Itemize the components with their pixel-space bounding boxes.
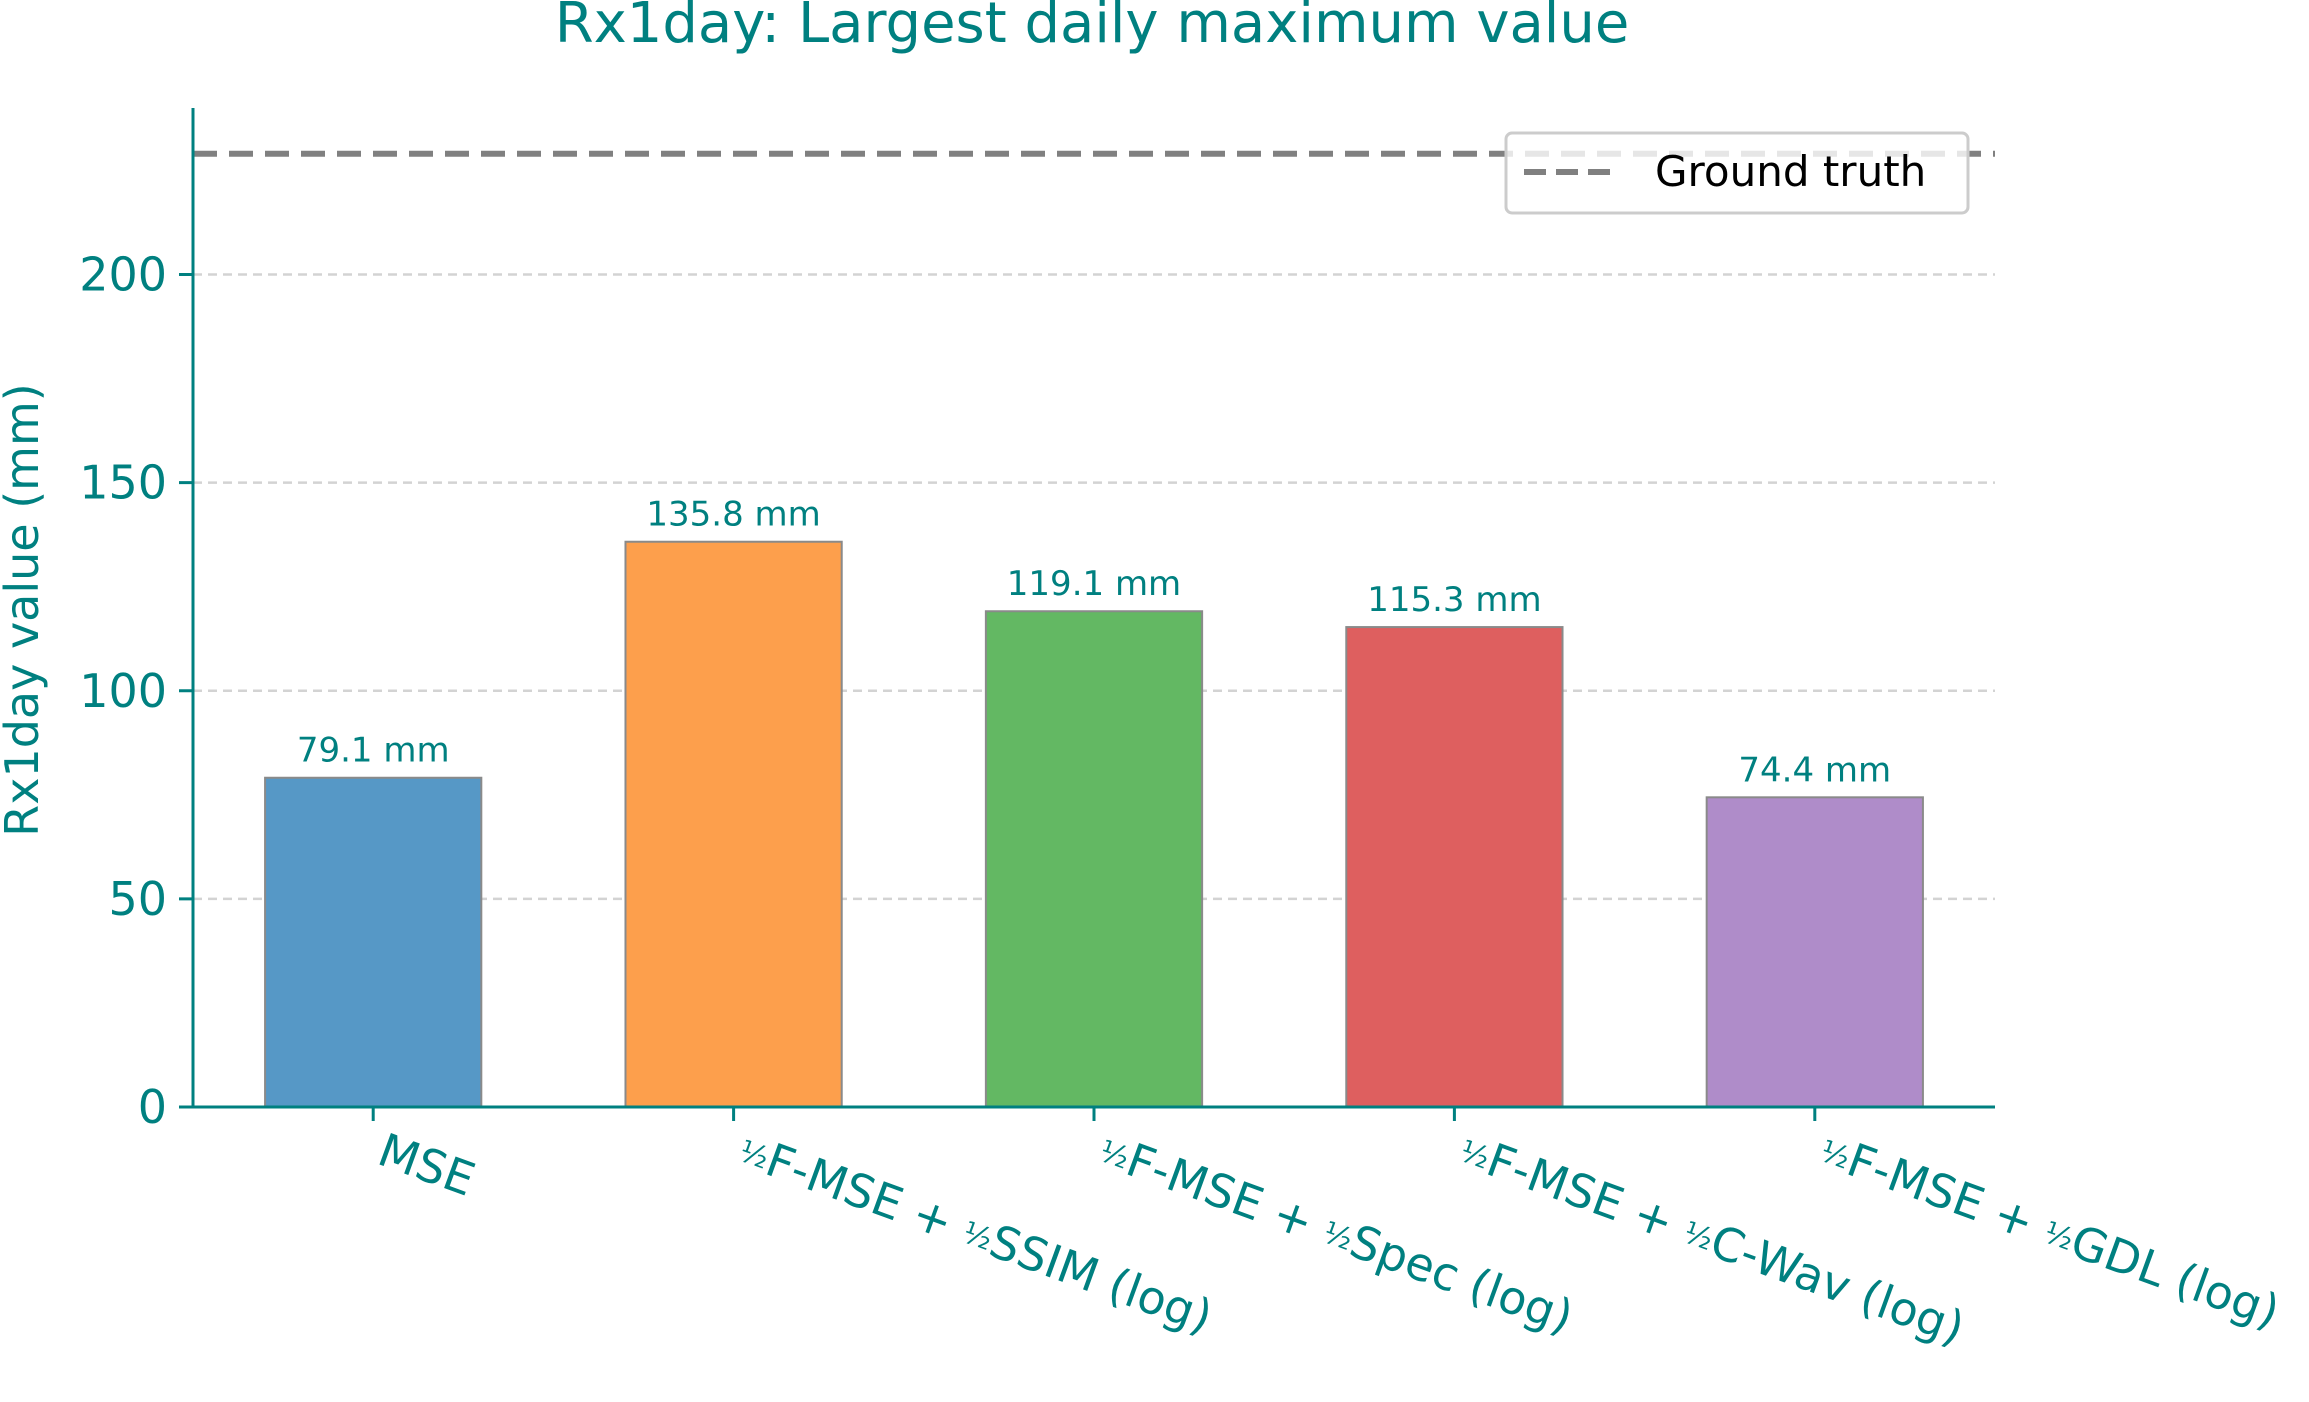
y-axis-label: Rx1day value (mm): [0, 383, 49, 836]
y-tick-label: 100: [79, 664, 167, 718]
bar-4: [1345, 626, 1564, 1108]
legend-box: [1504, 131, 1970, 215]
bars-group: [264, 540, 1924, 1109]
bar-5: [1705, 796, 1924, 1108]
bar-3: [984, 610, 1204, 1109]
bar-value-label-2: 135.8 mm: [646, 495, 820, 535]
svg-text:MSE: MSE: [371, 1123, 482, 1207]
y-tick-label: 50: [108, 872, 167, 926]
axes-group: [179, 108, 1995, 1121]
legend: Ground truth: [1504, 131, 1970, 215]
value-labels-group: 79.1 mm 135.8 mm 119.1 mm 115.3 mm 74.4 mm: [297, 495, 1891, 791]
y-tick-label: 200: [79, 248, 167, 302]
bar-value-label-4: 115.3 mm: [1367, 580, 1541, 620]
x-tick-label-1: MSE: [371, 1123, 482, 1207]
y-tick-labels-group: 0 50 100 150 200: [79, 248, 167, 1135]
x-tick-labels-group: MSE ½F-MSE + ½SSIM (log)½F-MSE + ½Spec (l…: [371, 1123, 2286, 1356]
y-tick-label: 150: [79, 456, 167, 510]
chart-title: Rx1day: Largest daily maximum value: [555, 0, 1630, 56]
bar-value-label-5: 74.4 mm: [1738, 750, 1891, 790]
y-tick-label: 0: [138, 1080, 167, 1134]
bar-value-label-3: 119.1 mm: [1007, 564, 1181, 604]
bar-2: [624, 540, 843, 1108]
legend-label-ground-truth: Ground truth: [1655, 147, 1926, 196]
bar-value-label-1: 79.1 mm: [297, 731, 450, 771]
bar-1: [264, 776, 483, 1109]
